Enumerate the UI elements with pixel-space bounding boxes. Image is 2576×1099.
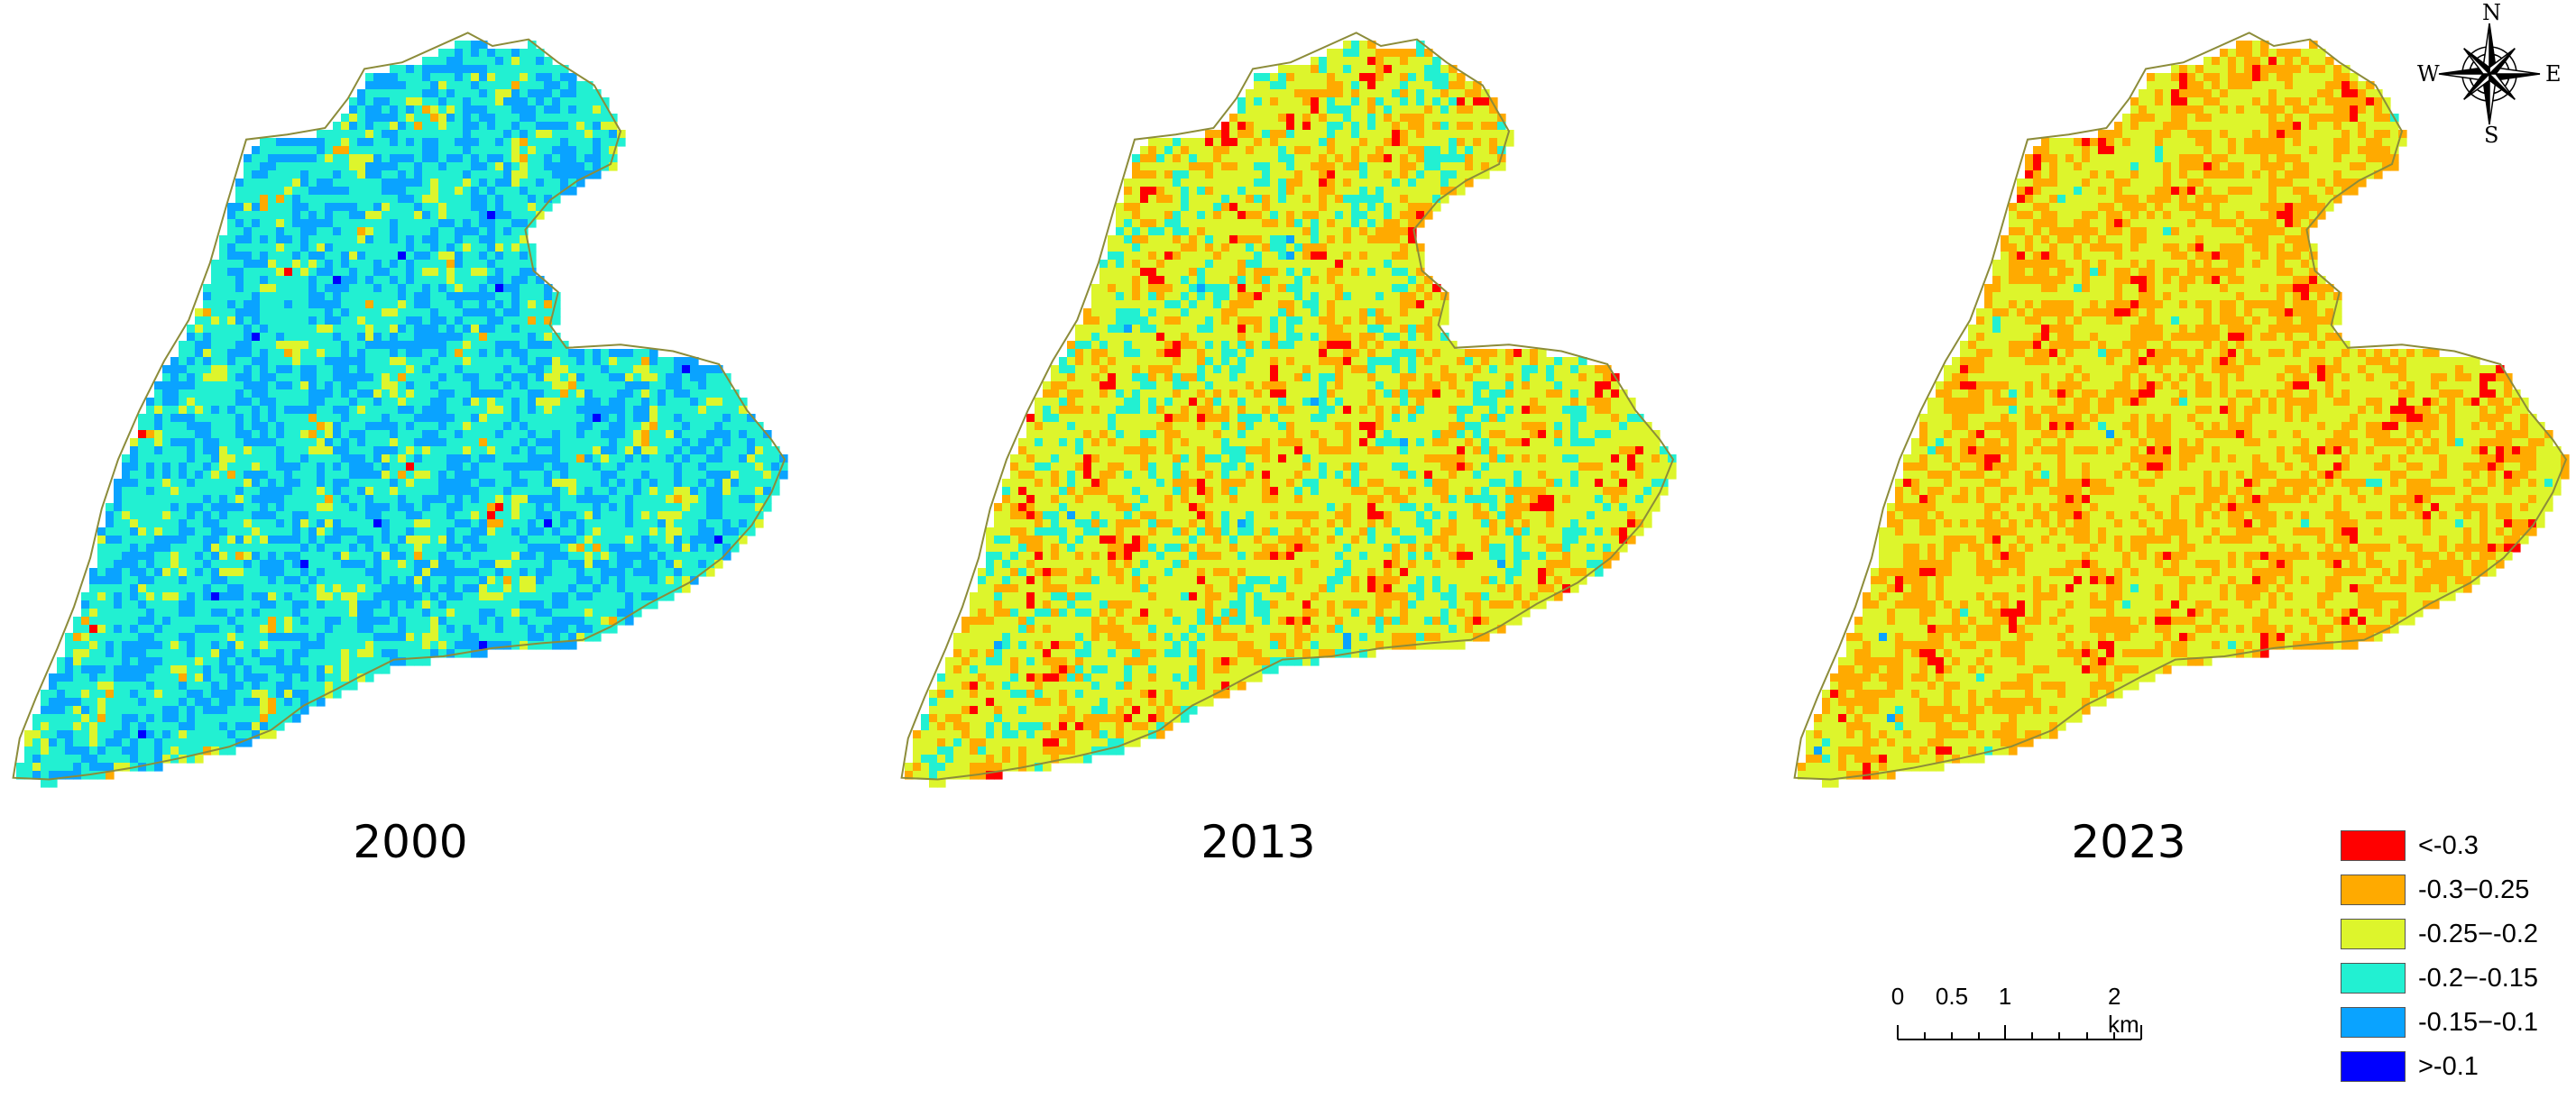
legend-swatch xyxy=(2341,963,2406,994)
study-area-boundary xyxy=(12,32,787,781)
map-raster-2023 xyxy=(1793,32,2570,788)
legend-item: -0.15−-0.1 xyxy=(2341,1004,2538,1040)
scale-label-0: 0 xyxy=(1891,983,1905,1010)
scale-bar-line xyxy=(1897,1025,2142,1040)
compass-star xyxy=(2438,23,2541,125)
study-area-boundary xyxy=(1793,32,2568,781)
legend-item: -0.25−-0.2 xyxy=(2341,916,2538,952)
legend-label: -0.25−-0.2 xyxy=(2418,919,2539,948)
legend-item: -0.3−0.25 xyxy=(2341,872,2529,908)
legend-item: -0.2−-0.15 xyxy=(2341,960,2538,996)
year-label-2013: 2013 xyxy=(1201,816,1316,868)
study-area-boundary xyxy=(900,32,1675,781)
compass-south: S xyxy=(2484,123,2499,148)
map-panel-2023 xyxy=(1781,0,2576,811)
map-raster-2013 xyxy=(900,32,1677,788)
scale-label-1: 1 xyxy=(1998,983,2012,1010)
legend-label: >-0.1 xyxy=(2418,1051,2479,1081)
scale-bar: 0 0.5 1 2 km xyxy=(1891,983,2181,1055)
year-label-2023: 2023 xyxy=(2071,816,2186,868)
legend-label: <-0.3 xyxy=(2418,830,2479,860)
map-panel-2000 xyxy=(0,0,866,811)
legend-swatch xyxy=(2341,919,2406,949)
legend-item: >-0.1 xyxy=(2341,1049,2479,1085)
map-panel-2013 xyxy=(888,0,1754,811)
raster-cells xyxy=(1798,41,2570,788)
raster-cells xyxy=(905,41,1677,788)
legend-label: -0.15−-0.1 xyxy=(2418,1007,2539,1037)
legend-swatch xyxy=(2341,875,2406,905)
map-raster-2000 xyxy=(12,32,788,788)
compass-west: W xyxy=(2417,61,2440,87)
compass-north: N xyxy=(2482,0,2501,25)
year-label-2000: 2000 xyxy=(353,816,468,868)
legend-item: <-0.3 xyxy=(2341,828,2479,864)
compass-rose-icon: N S W E xyxy=(2417,0,2562,153)
legend-swatch xyxy=(2341,1007,2406,1038)
legend-label: -0.3−0.25 xyxy=(2418,875,2530,904)
scale-label-2km: 2 km xyxy=(2108,983,2139,1038)
legend-swatch xyxy=(2341,830,2406,861)
legend-swatch xyxy=(2341,1051,2406,1082)
legend-label: -0.2−-0.15 xyxy=(2418,963,2539,993)
scale-label-0-5: 0.5 xyxy=(1935,983,1969,1010)
raster-cells xyxy=(16,41,788,788)
compass-east: E xyxy=(2545,61,2562,87)
